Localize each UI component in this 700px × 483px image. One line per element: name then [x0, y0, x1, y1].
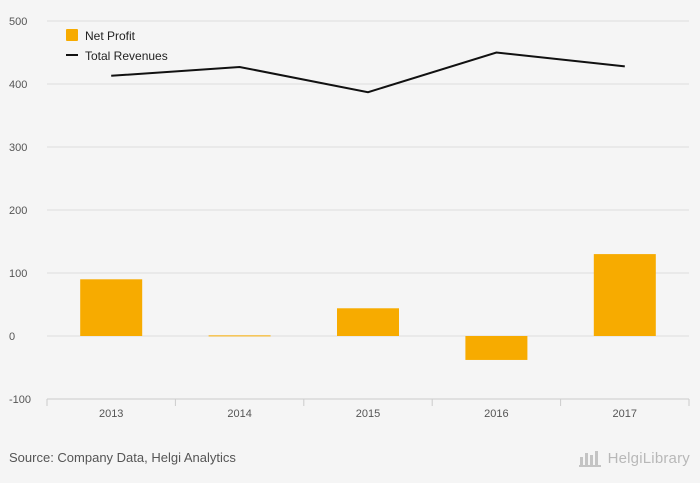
y-tick-label: -100 — [9, 394, 31, 406]
bar-net-profit-2017 — [593, 254, 656, 336]
y-tick-label: 100 — [9, 268, 27, 280]
bar-net-profit-2013 — [80, 279, 143, 336]
y-tick-label: 200 — [9, 205, 27, 217]
bar-net-profit-2015 — [337, 308, 399, 336]
total-revenues-line — [111, 51, 625, 94]
net-profit-bars — [80, 254, 656, 360]
legend: Net Profit Total Revenues — [66, 29, 168, 63]
x-tick-label: 2017 — [613, 408, 637, 420]
legend-label-total-revenues: Total Revenues — [85, 49, 168, 63]
legend-swatch-net-profit — [66, 29, 78, 41]
library-logo-icon — [578, 451, 601, 467]
legend-label-net-profit: Net Profit — [85, 29, 136, 43]
helgi-library-logo: HelgiLibrary — [578, 449, 690, 467]
y-tick-label: 300 — [9, 142, 27, 154]
x-tick-label: 2015 — [356, 408, 380, 420]
bar-net-profit-2016 — [465, 336, 528, 360]
bar-net-profit-2014 — [208, 335, 271, 337]
y-axis-ticks: 500 400 300 200 100 0 -100 — [9, 16, 31, 406]
y-tick-label: 0 — [9, 331, 15, 343]
gridlines — [47, 20, 689, 337]
source-note: Source: Company Data, Helgi Analytics — [9, 450, 236, 465]
y-tick-label: 500 — [9, 16, 27, 28]
x-tick-label: 2014 — [227, 408, 251, 420]
x-tick-label: 2013 — [99, 408, 123, 420]
logo-text: HelgiLibrary — [607, 449, 690, 467]
x-axis: 2013 2014 2015 2016 2017 — [46, 398, 690, 420]
x-tick-label: 2016 — [484, 408, 508, 420]
y-tick-label: 400 — [9, 79, 27, 91]
